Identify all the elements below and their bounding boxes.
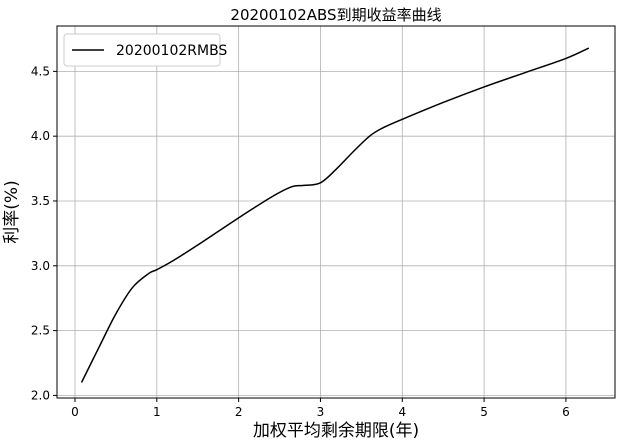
series-line bbox=[80, 47, 590, 383]
x-axis-ticks: 0 1 2 3 4 5 6 bbox=[71, 398, 570, 419]
y-tick-label: 2.0 bbox=[31, 388, 50, 402]
x-tick-label: 0 bbox=[71, 405, 79, 419]
chart-title: 20200102ABS到期收益率曲线 bbox=[230, 6, 441, 24]
grid-lines bbox=[57, 26, 615, 398]
x-tick-label: 3 bbox=[317, 405, 325, 419]
y-axis-label: 利率(%) bbox=[2, 180, 22, 243]
y-tick-label: 3.5 bbox=[31, 194, 50, 208]
y-tick-label: 4.5 bbox=[31, 64, 50, 78]
legend-box bbox=[63, 33, 221, 67]
legend: 20200102RMBS bbox=[63, 33, 227, 67]
y-axis-ticks: 2.0 2.5 3.0 3.5 4.0 4.5 bbox=[31, 64, 57, 402]
x-axis-label: 加权平均剩余期限(年) bbox=[253, 421, 419, 441]
x-tick-label: 5 bbox=[480, 405, 488, 419]
legend-label: 20200102RMBS bbox=[116, 43, 227, 59]
series-layer bbox=[80, 47, 590, 383]
x-tick-label: 1 bbox=[153, 405, 161, 419]
plot-frame bbox=[56, 25, 616, 399]
y-tick-label: 3.0 bbox=[31, 259, 50, 273]
y-tick-label: 2.5 bbox=[31, 324, 50, 338]
x-tick-label: 2 bbox=[235, 405, 243, 419]
x-tick-label: 4 bbox=[398, 405, 406, 419]
y-tick-label: 4.0 bbox=[31, 129, 50, 143]
x-tick-label: 6 bbox=[562, 405, 570, 419]
